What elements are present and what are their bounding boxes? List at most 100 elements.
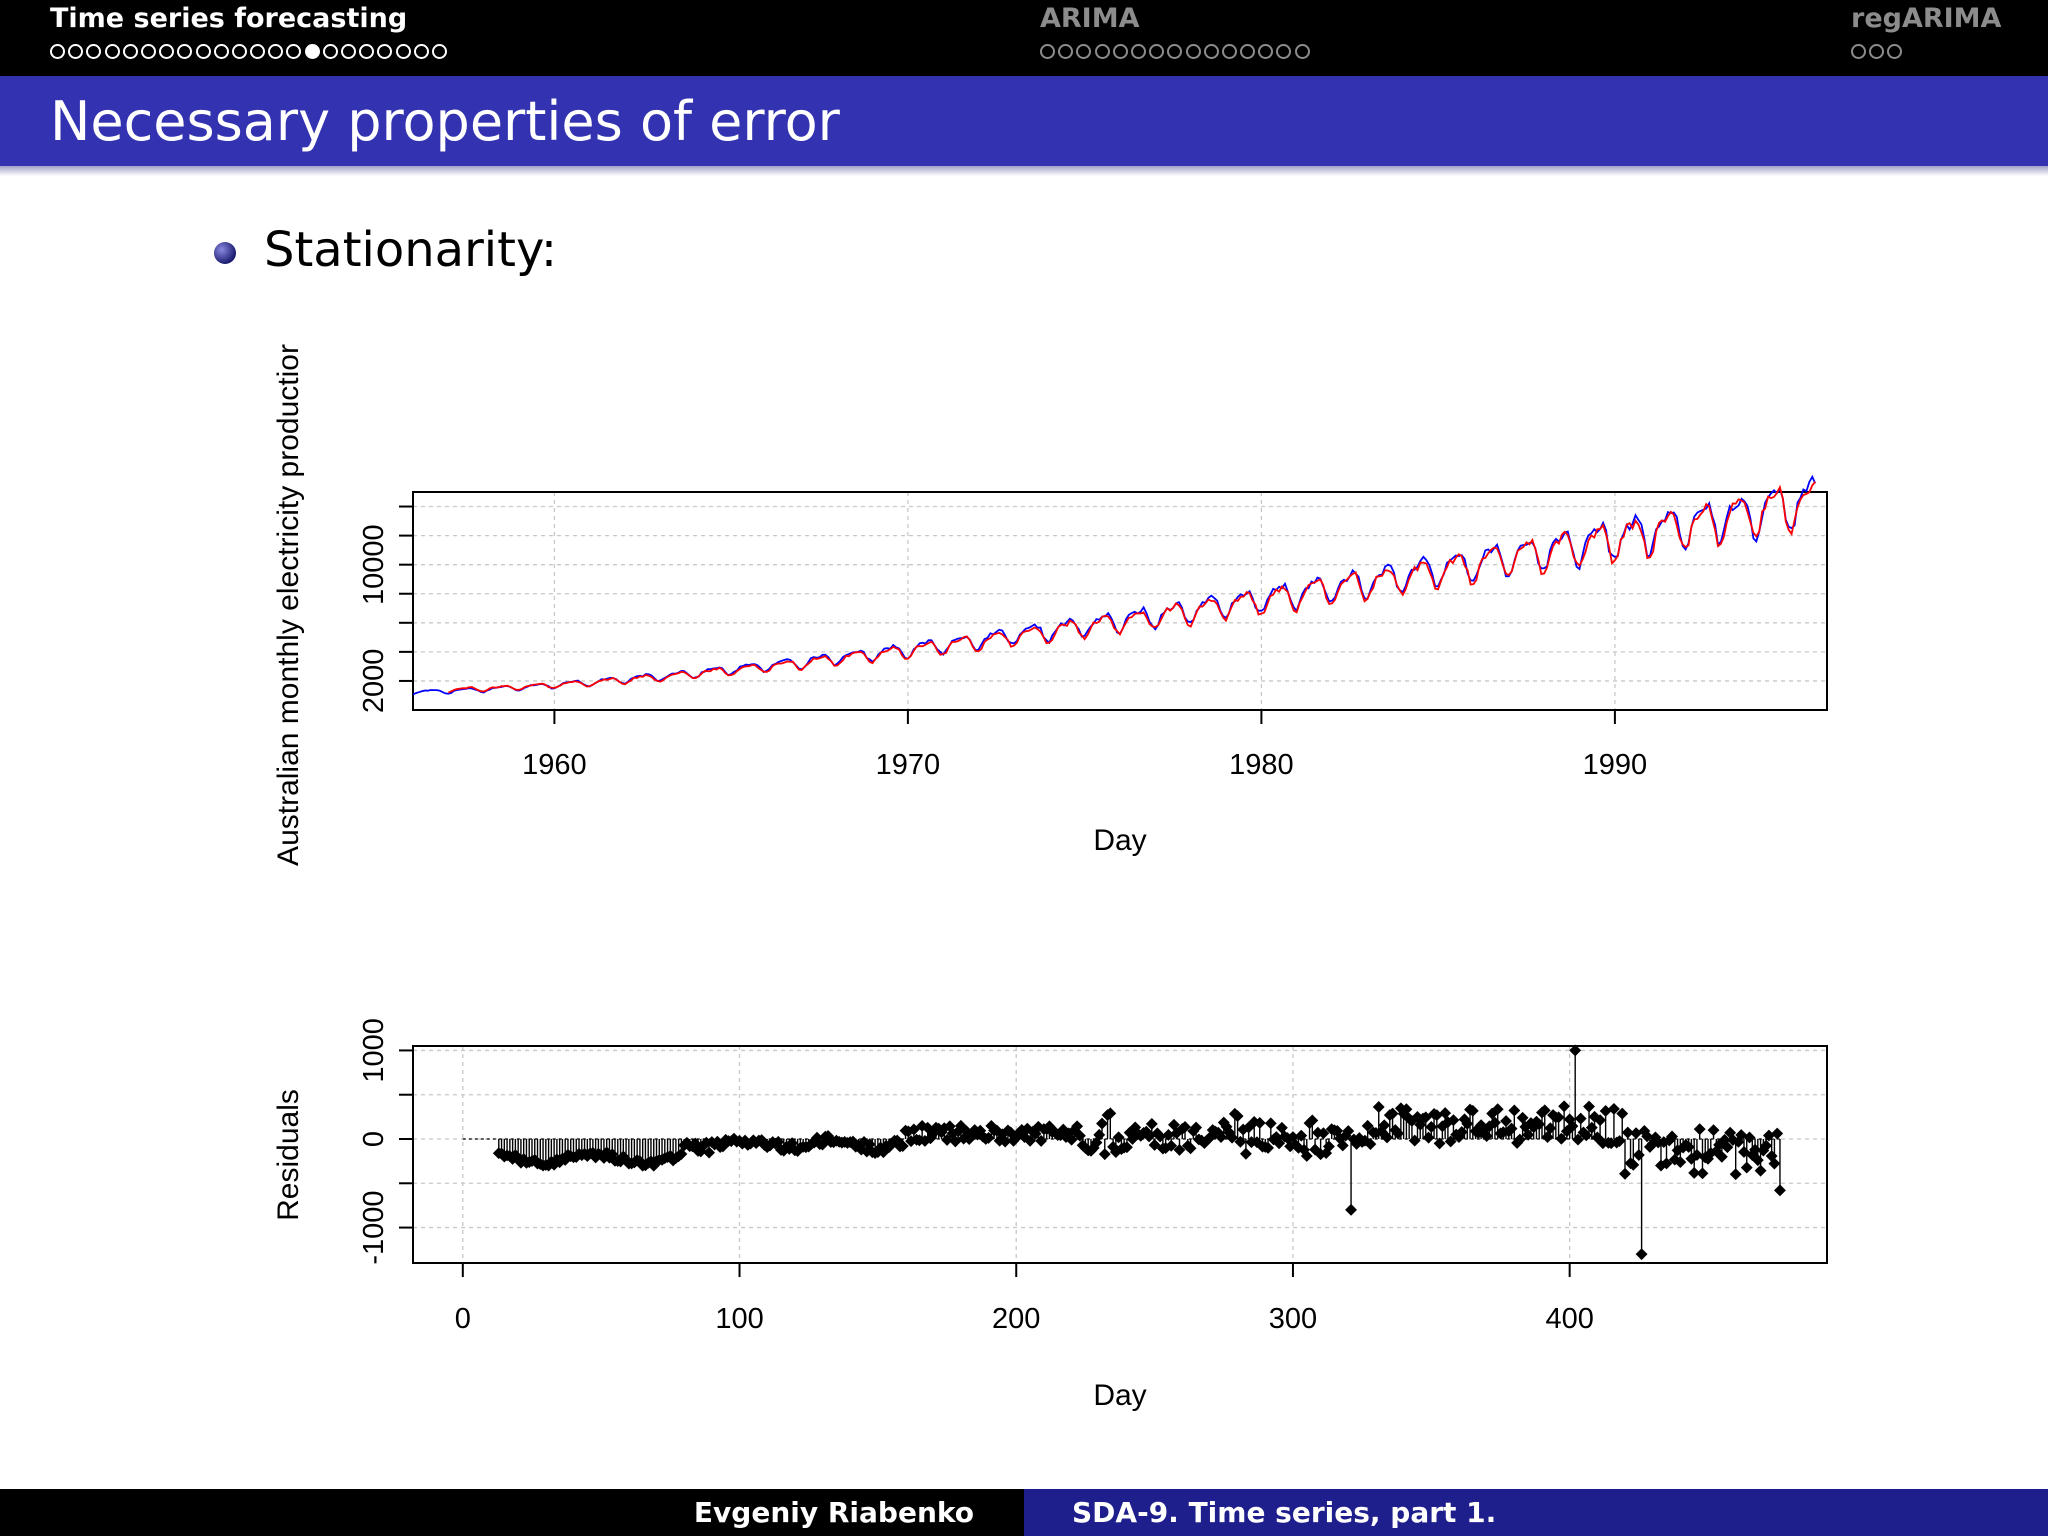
residual-point [1599, 1105, 1612, 1117]
nav-section-title[interactable]: ARIMA [1040, 3, 1140, 34]
residual-point [1754, 1164, 1767, 1177]
residual-point [1231, 1110, 1244, 1123]
plot-box [412, 491, 1828, 711]
nav-frame-dot[interactable] [1276, 44, 1292, 59]
residual-point [1660, 1157, 1673, 1170]
residual-point [1120, 1141, 1133, 1154]
nav-frame-dot[interactable] [395, 44, 411, 59]
nav-frame-dot[interactable] [1058, 44, 1074, 59]
residual-point [1760, 1139, 1773, 1152]
residual-point [1345, 1203, 1357, 1216]
nav-frame-dot[interactable] [1112, 44, 1128, 59]
residual-stems [492, 1044, 1786, 1261]
nav-frame-dot[interactable] [341, 44, 356, 59]
residual-point [1408, 1134, 1421, 1147]
residual-point [1253, 1116, 1266, 1129]
nav-frame-dot[interactable] [195, 44, 211, 59]
residual-point [1538, 1104, 1551, 1117]
residual-point [1740, 1161, 1753, 1174]
nav-frame-dot[interactable] [122, 44, 138, 59]
nav-frame-dot[interactable] [1149, 44, 1165, 59]
nav-frame-dot[interactable] [431, 44, 447, 59]
residual-point [1425, 1121, 1438, 1133]
nav-frame-dot[interactable] [1258, 44, 1274, 59]
nav-frame-dot[interactable] [286, 44, 302, 59]
nav-section-arima[interactable]: ARIMA [1040, 0, 1313, 76]
nav-frame-dot[interactable] [359, 44, 375, 59]
nav-section-title[interactable]: Time series forecasting [50, 3, 408, 34]
x-axis-label: Day [1093, 824, 1146, 857]
residual-point [1306, 1114, 1319, 1127]
nav-frame-dot[interactable] [304, 44, 320, 59]
nav-frame-dot[interactable] [177, 44, 193, 59]
residual-point [1544, 1122, 1557, 1135]
nav-frame-dot[interactable] [1887, 44, 1903, 59]
residual-point [1295, 1129, 1308, 1142]
electricity-production-chart: 1960 1970 1980 1990 2000 10000 Day Australian m… [272, 344, 1828, 866]
nav-frame-dot[interactable] [1094, 44, 1110, 59]
nav-frame-dot[interactable] [250, 44, 266, 59]
x-tick-label: 1980 [1229, 749, 1294, 781]
footer-bar: Evgeniy Riabenko SDA-9. Time series, par… [0, 1489, 2048, 1536]
nav-frame-dot[interactable] [159, 44, 175, 59]
y-axis-label: Residuals [272, 1089, 305, 1221]
residual-point [1275, 1121, 1288, 1134]
grid [413, 492, 1827, 710]
nav-frame-dots [1851, 44, 2001, 68]
residual-point [1491, 1103, 1504, 1116]
nav-frame-dot[interactable] [104, 44, 120, 59]
nav-frame-dot[interactable] [1185, 44, 1201, 59]
nav-frame-dot[interactable] [413, 44, 429, 59]
residual-point [1594, 1114, 1607, 1127]
residual-point [1336, 1139, 1349, 1152]
residual-point [1239, 1147, 1252, 1160]
nav-frame-dot[interactable] [1076, 44, 1092, 59]
nav-frame-dot[interactable] [86, 44, 102, 59]
nav-frame-dot[interactable] [1040, 44, 1055, 59]
nav-frame-dot[interactable] [1240, 44, 1256, 59]
nav-frame-dot[interactable] [1167, 44, 1183, 59]
residual-point [1619, 1167, 1631, 1180]
nav-frame-dot[interactable] [1130, 44, 1146, 59]
residual-point [1096, 1117, 1108, 1130]
residual-point [1145, 1117, 1158, 1130]
nav-frame-dot[interactable] [213, 44, 229, 59]
frame-title: Necessary properties of error [50, 90, 840, 153]
nav-frame-dot[interactable] [1294, 44, 1310, 59]
residual-point [1317, 1127, 1330, 1140]
residual-point [1400, 1103, 1413, 1116]
nav-frame-dot[interactable] [322, 44, 338, 59]
residual-point [1300, 1149, 1313, 1162]
nav-frame-dot[interactable] [377, 44, 393, 59]
nav-frame-dot[interactable] [268, 44, 284, 59]
nav-frame-dot[interactable] [231, 44, 247, 59]
residual-point [1447, 1114, 1460, 1127]
residual-point [1688, 1166, 1701, 1179]
x-tick-label: 300 [1269, 1303, 1317, 1335]
nav-frame-dot[interactable] [1203, 44, 1219, 59]
nav-frame-dot[interactable] [68, 44, 84, 59]
residual-point [1500, 1115, 1512, 1127]
nav-frame-dot[interactable] [1221, 44, 1237, 59]
nav-frame-dot[interactable] [1869, 44, 1885, 59]
y-tick-label: 10000 [358, 524, 390, 605]
bullet-ball-icon [214, 242, 236, 264]
series-line [448, 481, 1816, 694]
x-tick-label: 1970 [876, 749, 941, 781]
residual-point [1607, 1102, 1620, 1115]
nav-section-regarima[interactable]: regARIMA [1851, 0, 2001, 76]
residual-point [1422, 1131, 1435, 1144]
x-tick-label: 200 [992, 1303, 1040, 1335]
residual-point [1696, 1167, 1709, 1180]
nav-frame-dot[interactable] [140, 44, 156, 59]
residual-point [1583, 1100, 1595, 1113]
residual-point [1184, 1142, 1197, 1155]
nav-section-title[interactable]: regARIMA [1851, 3, 2002, 34]
nav-frame-dots [50, 44, 450, 68]
nav-frame-dot[interactable] [1851, 44, 1866, 59]
footer-author: Evgeniy Riabenko [693, 1496, 974, 1529]
nav-frame-dot[interactable] [50, 44, 65, 59]
residual-point [1508, 1104, 1521, 1117]
nav-section-time-series-forecasting[interactable]: Time series forecasting [50, 0, 450, 76]
